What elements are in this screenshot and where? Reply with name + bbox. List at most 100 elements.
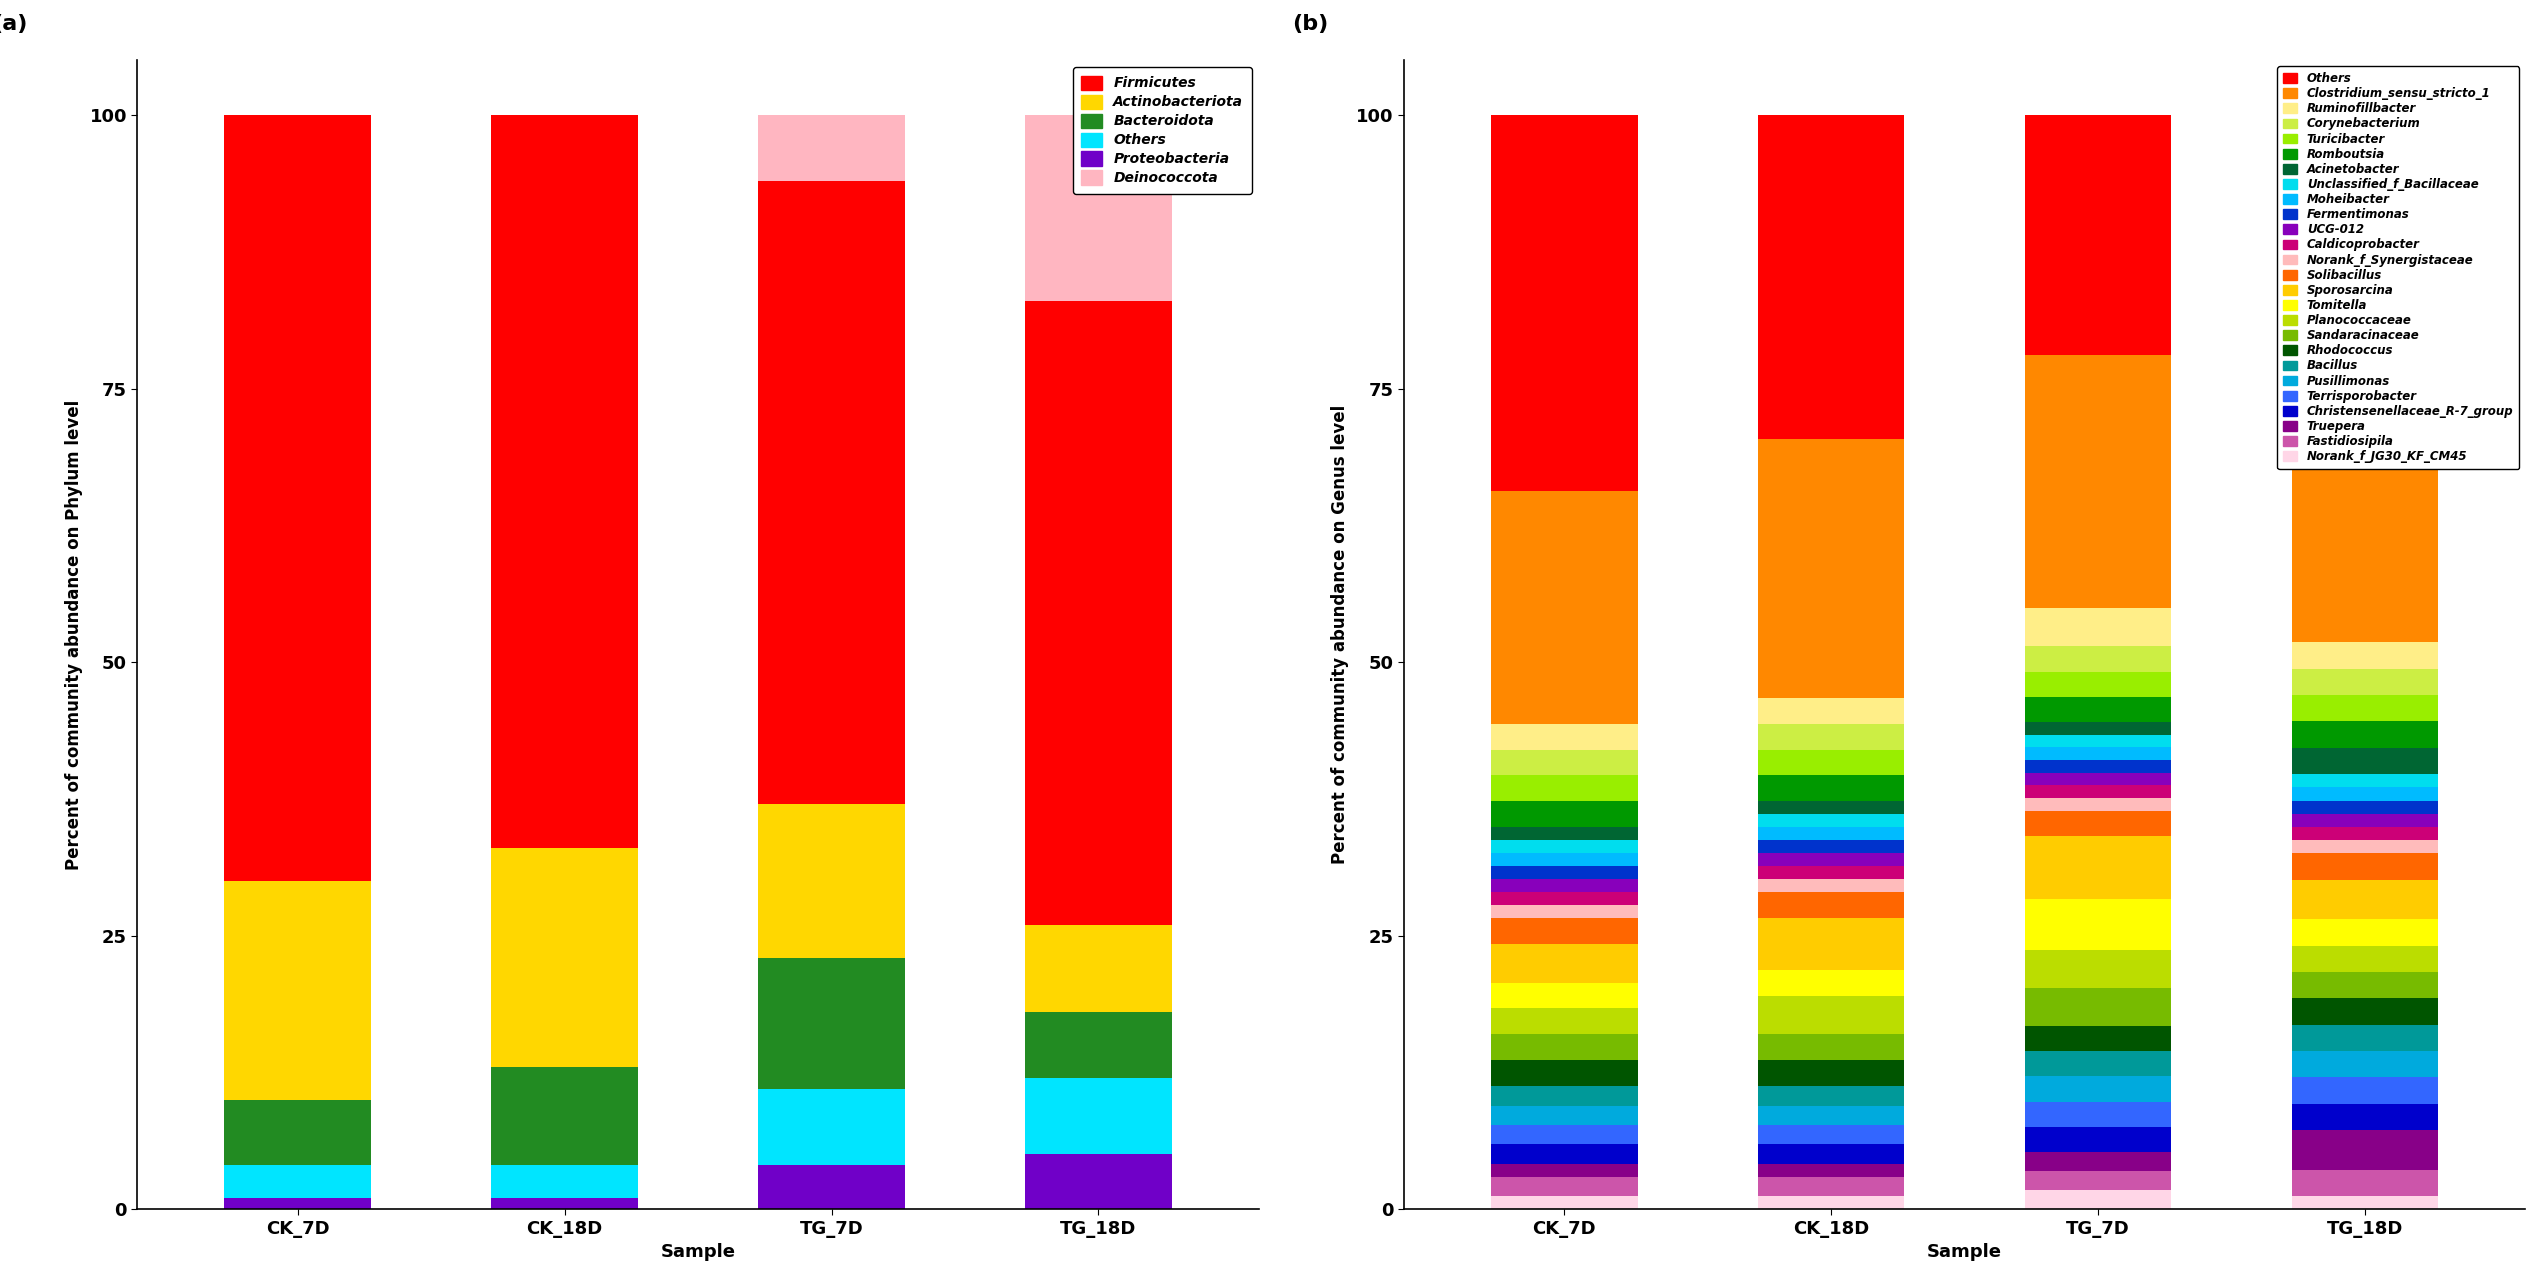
Bar	[1757, 438, 1904, 697]
Bar	[2024, 899, 2172, 950]
Bar	[224, 1199, 372, 1209]
Bar	[1489, 491, 1637, 723]
Bar	[1489, 840, 1637, 853]
Bar	[2291, 774, 2439, 787]
Bar	[224, 881, 372, 1100]
Bar	[1757, 1060, 1904, 1086]
Bar	[1489, 944, 1637, 982]
Bar	[2291, 787, 2439, 800]
Bar	[1757, 776, 1904, 801]
Bar	[1489, 115, 1637, 491]
Bar	[2291, 972, 2439, 999]
Bar	[2024, 810, 2172, 836]
Bar	[1757, 1126, 1904, 1145]
Bar	[2024, 1153, 2172, 1172]
Bar	[1757, 723, 1904, 750]
Bar	[1489, 1145, 1637, 1164]
Bar	[2024, 799, 2172, 810]
Text: (b): (b)	[1291, 14, 1329, 35]
Bar	[2291, 1104, 2439, 1131]
Bar	[1757, 801, 1904, 814]
Bar	[1489, 1009, 1637, 1035]
Bar	[2024, 1026, 2172, 1051]
Legend: Others, Clostridium_sensu_stricto_1, Ruminofillbacter, Corynebacterium, Turiciba: Others, Clostridium_sensu_stricto_1, Rum…	[2276, 67, 2518, 469]
Bar	[2024, 1077, 2172, 1101]
Bar	[2024, 1127, 2172, 1153]
Bar	[2024, 735, 2172, 747]
Bar	[1489, 867, 1637, 879]
Bar	[759, 958, 904, 1088]
Bar	[2291, 1051, 2439, 1077]
Bar	[1757, 1177, 1904, 1196]
X-axis label: Sample: Sample	[659, 1244, 736, 1261]
Y-axis label: Percent of community abundance on Phylum level: Percent of community abundance on Phylum…	[64, 400, 81, 870]
Bar	[2024, 1172, 2172, 1190]
Bar	[2024, 988, 2172, 1026]
Bar	[1757, 879, 1904, 892]
Bar	[2024, 722, 2172, 735]
X-axis label: Sample: Sample	[1927, 1244, 2001, 1261]
Bar	[2024, 355, 2172, 609]
Bar	[1757, 814, 1904, 827]
Bar	[2291, 800, 2439, 814]
Bar	[1757, 867, 1904, 879]
Bar	[1757, 750, 1904, 776]
Bar	[2291, 1196, 2439, 1209]
Bar	[1026, 1078, 1171, 1155]
Bar	[2291, 695, 2439, 722]
Bar	[1489, 1126, 1637, 1145]
Bar	[1489, 1177, 1637, 1196]
Bar	[491, 1199, 639, 1209]
Bar	[491, 849, 639, 1067]
Bar	[1757, 918, 1904, 969]
Bar	[2291, 1024, 2439, 1051]
Bar	[759, 115, 904, 181]
Bar	[491, 1067, 639, 1165]
Bar	[2024, 760, 2172, 773]
Bar	[1489, 1164, 1637, 1177]
Bar	[1757, 969, 1904, 996]
Bar	[2291, 999, 2439, 1024]
Bar	[2024, 1190, 2172, 1209]
Bar	[1757, 1105, 1904, 1126]
Bar	[1026, 1155, 1171, 1209]
Bar	[1489, 905, 1637, 918]
Bar	[2024, 1101, 2172, 1127]
Bar	[1489, 1105, 1637, 1126]
Bar	[2024, 836, 2172, 899]
Bar	[2024, 115, 2172, 355]
Bar	[1489, 853, 1637, 867]
Bar	[1489, 801, 1637, 827]
Legend: Firmicutes, Actinobacteriota, Bacteroidota, Others, Proteobacteria, Deinococcota: Firmicutes, Actinobacteriota, Bacteroido…	[1072, 67, 1253, 194]
Bar	[2291, 405, 2439, 642]
Bar	[2291, 1077, 2439, 1104]
Bar	[1757, 892, 1904, 918]
Bar	[1026, 301, 1171, 924]
Bar	[2291, 840, 2439, 854]
Bar	[759, 181, 904, 804]
Bar	[1757, 1035, 1904, 1060]
Bar	[2291, 722, 2439, 747]
Bar	[2024, 747, 2172, 760]
Bar	[224, 1100, 372, 1165]
Bar	[1489, 1035, 1637, 1060]
Bar	[2024, 609, 2172, 646]
Bar	[1757, 1145, 1904, 1164]
Bar	[2024, 1051, 2172, 1077]
Bar	[1757, 853, 1904, 867]
Y-axis label: Percent of community abundance on Genus level: Percent of community abundance on Genus …	[1332, 405, 1349, 864]
Bar	[2291, 747, 2439, 774]
Bar	[1757, 827, 1904, 840]
Bar	[491, 115, 639, 849]
Bar	[2291, 1169, 2439, 1196]
Bar	[1757, 996, 1904, 1035]
Bar	[1489, 1060, 1637, 1086]
Bar	[1489, 750, 1637, 776]
Bar	[1489, 827, 1637, 840]
Bar	[759, 804, 904, 958]
Bar	[224, 1165, 372, 1199]
Bar	[2291, 1131, 2439, 1169]
Bar	[2024, 950, 2172, 988]
Bar	[1026, 1013, 1171, 1078]
Bar	[1757, 1086, 1904, 1105]
